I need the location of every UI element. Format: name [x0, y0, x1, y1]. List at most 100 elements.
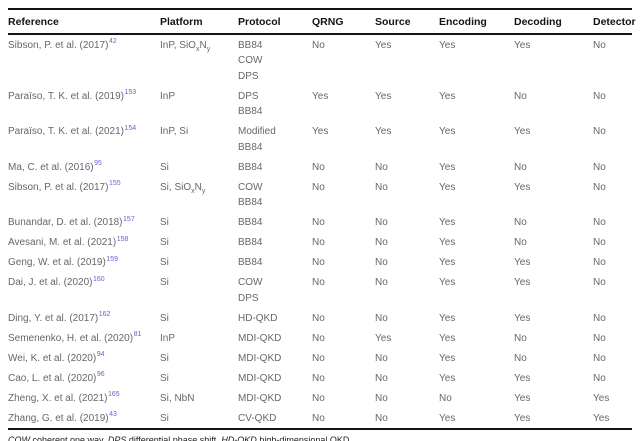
protocol-line: MDI-QKD	[238, 392, 282, 404]
table-row: Paraïso, T. K. et al. (2021)154 InP, Si Mo…	[8, 122, 632, 158]
reference-text: Bunandar, D. et al. (2018)	[8, 217, 123, 228]
detector-cell: No	[593, 161, 606, 173]
reference-text: Wei, K. et al. (2020)	[8, 352, 97, 364]
table-row: Wei, K. et al. (2020)94 Si MDI-QKD No No Yes N…	[8, 348, 632, 368]
qrng-cell: No	[312, 392, 325, 404]
platform-cell: Si	[160, 348, 238, 368]
platform-subscript: x	[191, 187, 195, 195]
platform-text: Si	[160, 372, 169, 384]
detector-cell: No	[593, 352, 606, 364]
source-cell: No	[375, 181, 388, 193]
encoding-cell: Yes	[439, 372, 456, 384]
platform-text: Si	[160, 352, 169, 364]
citation-link[interactable]: 96	[96, 371, 105, 379]
reference-cell: Ding, Y. et al. (2017)162	[8, 308, 160, 328]
detector-cell: No	[593, 39, 606, 51]
reference-text: Zheng, X. et al. (2021)	[8, 392, 108, 404]
platform-subscript: x	[195, 45, 200, 53]
reference-cell: Ma, C. et al. (2016)95	[8, 157, 160, 177]
qrng-cell: No	[312, 372, 325, 384]
reference-cell: Sibson, P. et al. (2017)155	[8, 177, 160, 213]
source-cell: No	[375, 161, 388, 173]
citation-link[interactable]: 42	[108, 38, 117, 46]
qrng-cell: No	[312, 312, 325, 324]
footnote-text: coherent one way,	[30, 435, 108, 441]
footnote-text: differential phase shift,	[126, 435, 222, 441]
detector-cell: Yes	[593, 392, 610, 404]
column-header-protocol: Protocol	[238, 9, 312, 35]
reference-cell: Paraïso, T. K. et al. (2019)153	[8, 86, 160, 122]
qrng-cell: No	[312, 181, 325, 193]
platform-cell: Si, SiOxNy	[160, 177, 238, 213]
decoding-cell: Yes	[514, 392, 531, 404]
qrng-cell: No	[312, 39, 325, 51]
qkd-comparison-table: Reference Platform Protocol QRNG Source …	[8, 8, 636, 430]
platform-text: N	[194, 181, 202, 193]
citation-link[interactable]: 81	[133, 331, 142, 339]
citation-link[interactable]: 154	[124, 124, 137, 132]
citation-link[interactable]: 160	[92, 275, 105, 283]
protocol-cell: HD-QKD	[238, 308, 312, 328]
protocol-line: BB84	[238, 141, 263, 153]
source-cell: No	[375, 237, 388, 248]
decoding-cell: Yes	[514, 39, 531, 51]
reference-text: Semenenko, H. et al. (2020)	[8, 332, 134, 344]
source-cell: No	[375, 412, 388, 424]
protocol-line: HD-QKD	[238, 312, 278, 324]
protocol-line: COW	[238, 55, 263, 66]
encoding-cell: Yes	[439, 217, 456, 228]
reference-text: Sibson, P. et al. (2017)	[8, 181, 109, 193]
source-cell: Yes	[375, 332, 392, 344]
protocol-line: BB84	[238, 197, 263, 208]
table-row: Avesani, M. et al. (2021)158 Si BB84 No No Ye…	[8, 233, 632, 253]
platform-subscript: y	[206, 45, 211, 53]
citation-link[interactable]: 153	[124, 89, 137, 97]
column-header-qrng: QRNG	[312, 9, 375, 35]
detector-cell: No	[593, 217, 606, 228]
source-cell: No	[375, 352, 388, 364]
citation-link[interactable]: 157	[123, 215, 135, 223]
citation-link[interactable]: 165	[108, 391, 120, 399]
encoding-cell: Yes	[439, 39, 456, 51]
decoding-cell: No	[514, 352, 527, 364]
citation-link[interactable]: 95	[94, 160, 102, 168]
citation-link[interactable]: 159	[106, 255, 119, 263]
platform-cell: Si	[160, 213, 238, 233]
decoding-cell: No	[514, 161, 527, 173]
platform-cell: InP, SiOxNy	[160, 34, 238, 86]
protocol-cell: MDI-QKD	[238, 328, 312, 348]
detector-cell: No	[593, 277, 606, 288]
citation-link[interactable]: 155	[108, 180, 121, 188]
platform-cell: Si	[160, 308, 238, 328]
column-header-reference: Reference	[8, 9, 160, 35]
protocol-line: COW	[238, 277, 263, 288]
reference-cell: Semenenko, H. et al. (2020)81	[8, 328, 160, 348]
reference-text: Paraïso, T. K. et al. (2021)	[8, 126, 124, 137]
reference-cell: Wei, K. et al. (2020)94	[8, 348, 160, 368]
platform-cell: Si, NbN	[160, 388, 238, 408]
qrng-cell: No	[312, 332, 325, 344]
source-cell: Yes	[375, 126, 392, 137]
reference-text: Cao, L. et al. (2020)	[8, 372, 97, 384]
reference-text: Ding, Y. et al. (2017)	[8, 312, 99, 324]
footnote-abbr: COW	[8, 435, 30, 441]
decoding-cell: Yes	[514, 257, 531, 268]
qrng-cell: No	[312, 412, 325, 424]
reference-text: Ma, C. et al. (2016)	[8, 161, 94, 173]
platform-cell: Si	[160, 157, 238, 177]
encoding-cell: Yes	[439, 332, 456, 344]
encoding-cell: Yes	[439, 126, 456, 137]
protocol-line: MDI-QKD	[238, 332, 282, 344]
qkd-comparison-table-wrap: Reference Platform Protocol QRNG Source …	[8, 8, 636, 430]
decoding-cell: Yes	[514, 181, 531, 193]
decoding-cell: Yes	[514, 126, 531, 137]
detector-cell: No	[593, 332, 606, 344]
citation-link[interactable]: 94	[96, 351, 105, 359]
protocol-line: BB84	[238, 161, 263, 173]
citation-link[interactable]: 43	[109, 411, 117, 419]
citation-link[interactable]: 162	[98, 311, 111, 319]
table-row: Bunandar, D. et al. (2018)157 Si BB84 No No Y…	[8, 213, 632, 233]
decoding-cell: No	[514, 90, 527, 102]
platform-text: Si	[160, 277, 169, 288]
citation-link[interactable]: 158	[116, 235, 129, 243]
